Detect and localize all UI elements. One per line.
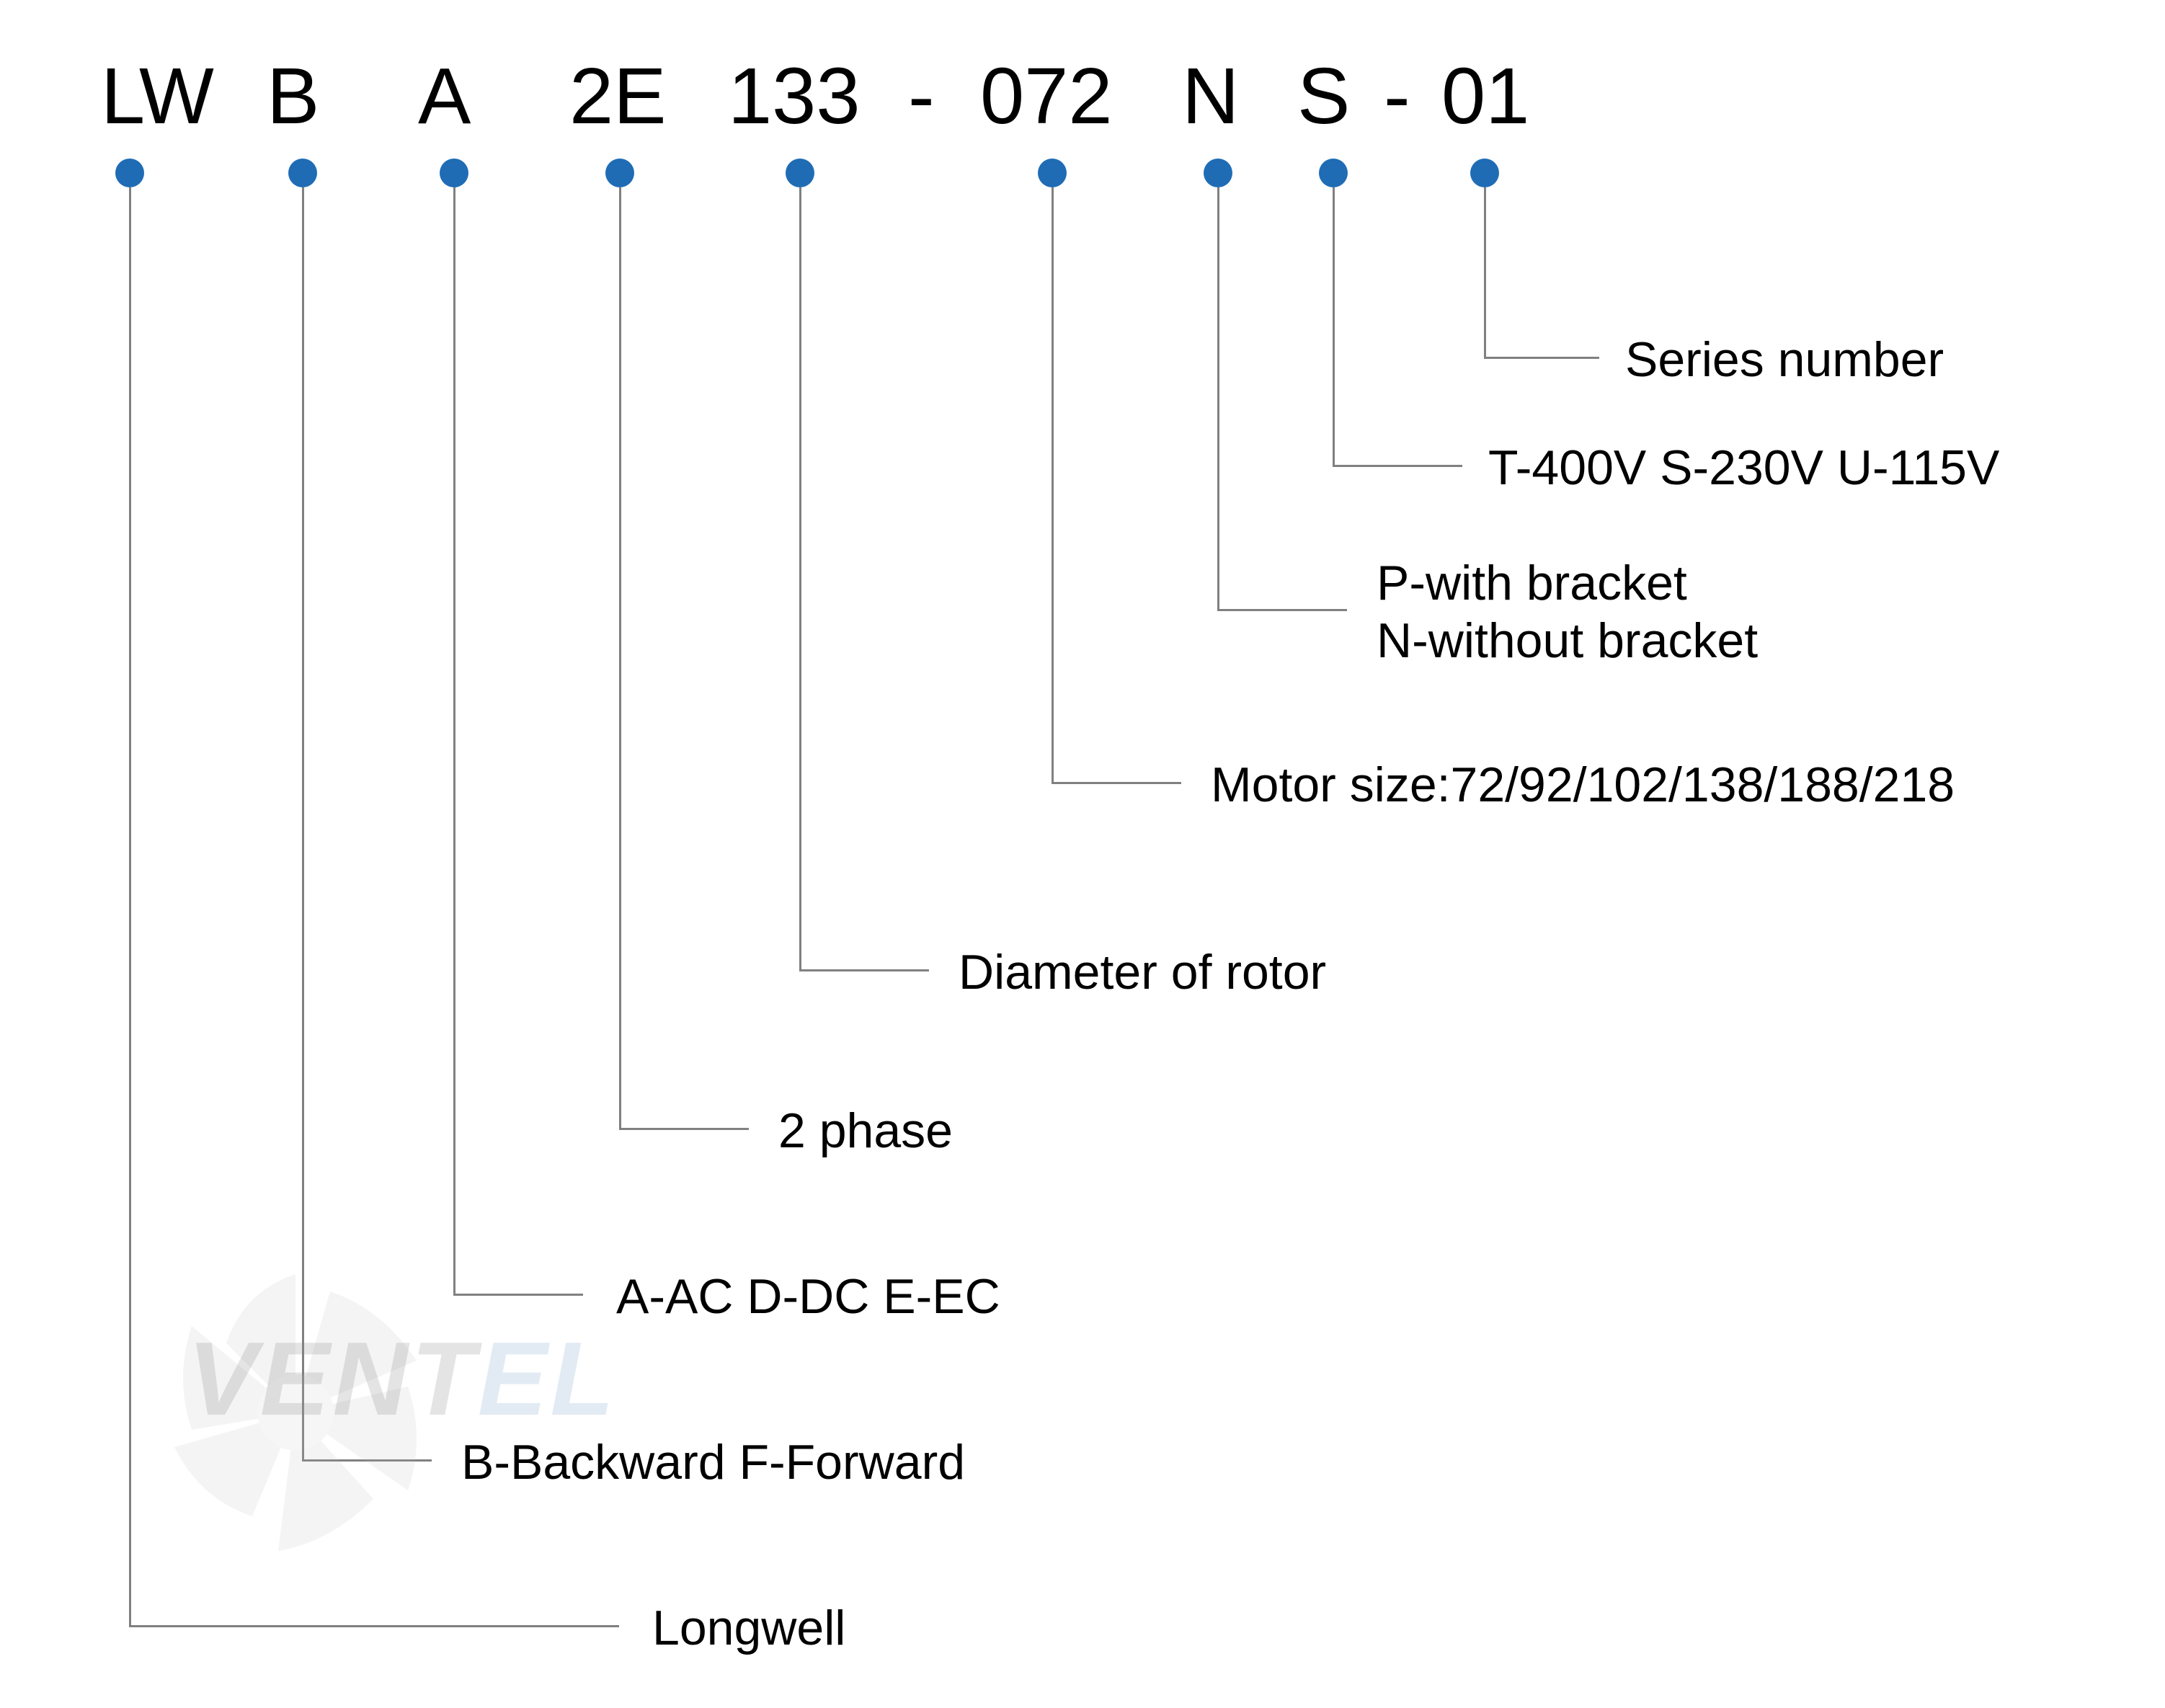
line-v-current — [453, 187, 455, 1296]
code-bracket: N — [1182, 50, 1239, 142]
line-v-bracket — [1217, 187, 1219, 611]
line-h-phase — [619, 1128, 749, 1130]
dot-direction — [288, 159, 317, 187]
line-h-motor — [1052, 782, 1181, 784]
label-direction: B-Backward F-Forward — [461, 1434, 965, 1490]
dot-phase — [605, 159, 634, 187]
line-v-rotor — [799, 187, 801, 971]
dot-prefix — [115, 159, 144, 187]
code-series: 01 — [1441, 50, 1529, 142]
watermark-fan-icon — [22, 1240, 569, 1589]
dot-bracket — [1204, 159, 1232, 187]
label-bracket2: N-without bracket — [1377, 613, 1758, 669]
code-motor: 072 — [980, 50, 1113, 142]
dot-motor — [1038, 159, 1067, 187]
watermark-text: VENTEL — [187, 1319, 617, 1439]
label-prefix: Longwell — [652, 1600, 845, 1656]
code-phase: 2E — [569, 50, 667, 142]
code-direction: B — [267, 50, 319, 142]
line-v-phase — [619, 187, 621, 1130]
line-v-voltage — [1333, 187, 1335, 467]
label-bracket1: P-with bracket — [1377, 555, 1687, 611]
code-sep2: - — [1384, 50, 1410, 142]
dot-series — [1470, 159, 1499, 187]
label-motor: Motor size:72/92/102/138/188/218 — [1211, 757, 1955, 813]
line-v-series — [1484, 187, 1486, 359]
code-voltage: S — [1297, 50, 1350, 142]
label-phase: 2 phase — [778, 1103, 953, 1159]
dot-voltage — [1319, 159, 1348, 187]
line-h-direction — [302, 1459, 432, 1462]
line-h-series — [1484, 357, 1599, 359]
dot-rotor — [786, 159, 814, 187]
label-voltage: T-400V S-230V U-115V — [1488, 440, 1999, 496]
line-v-motor — [1052, 187, 1054, 784]
code-prefix: LW — [101, 50, 214, 142]
diagram-container: LW B A 2E 133 - 072 N S - 01 — [0, 0, 2165, 1708]
dot-current — [440, 159, 468, 187]
line-h-rotor — [799, 969, 929, 971]
line-h-voltage — [1333, 465, 1462, 467]
code-sep1: - — [908, 50, 935, 142]
line-h-bracket — [1217, 609, 1347, 611]
code-rotor: 133 — [728, 50, 861, 142]
code-current: A — [418, 50, 471, 142]
line-h-current — [453, 1294, 583, 1296]
label-rotor: Diameter of rotor — [959, 944, 1326, 1000]
line-v-prefix — [129, 187, 131, 1627]
line-v-direction — [302, 187, 304, 1462]
label-series: Series number — [1625, 332, 1944, 388]
line-h-prefix — [129, 1625, 619, 1627]
label-current: A-AC D-DC E-EC — [616, 1268, 1000, 1325]
